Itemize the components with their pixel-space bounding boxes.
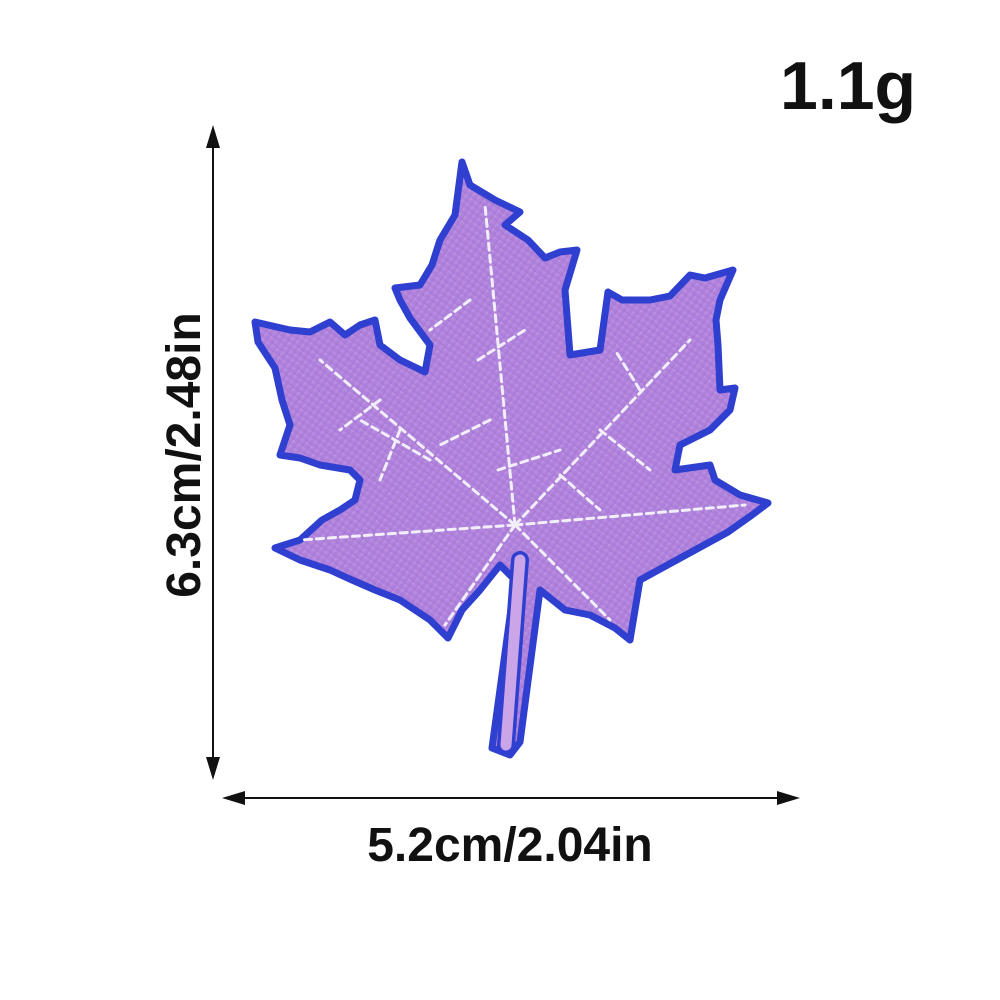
height-arrow xyxy=(206,125,220,780)
weight-label: 1.1g xyxy=(780,48,917,124)
maple-leaf-patch xyxy=(251,158,772,759)
width-arrow xyxy=(222,791,800,805)
width-dimension-label: 5.2cm/2.04in xyxy=(367,819,653,872)
leaf-veins xyxy=(298,203,747,627)
height-dimension-label: 6.3cm/2.48in xyxy=(158,312,211,598)
